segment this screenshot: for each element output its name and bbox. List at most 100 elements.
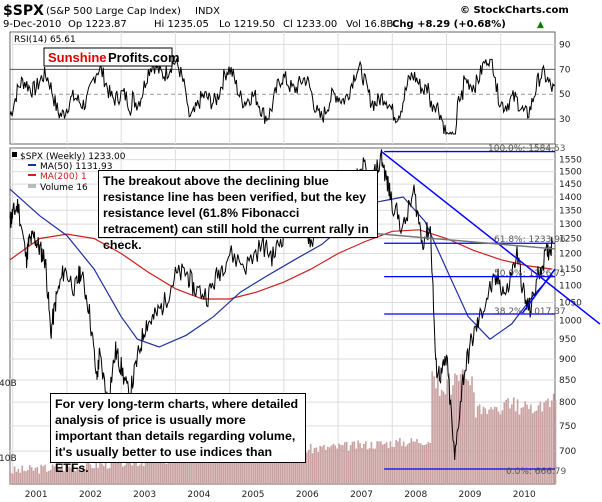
volume-bar [526,404,528,484]
volume-bar [402,441,405,484]
volume-bar [353,441,356,484]
volume-bar [387,447,390,484]
volume-bar [511,404,513,484]
volume-bar [38,473,41,484]
price-tick-850: 850 [559,376,576,386]
volume-bar [72,465,75,484]
volume-bar [112,461,115,484]
volume-bar [309,443,312,484]
volume-bar [36,467,39,484]
volume-bar [296,450,299,484]
volume-bar [277,455,280,484]
volume-bar [222,455,225,484]
volume-bar [156,462,158,484]
volume-bar [173,458,175,484]
volume-bar [366,449,369,484]
annotation-top: The breakout above the declining blue re… [98,170,378,252]
volume-bar [368,448,371,484]
volume-bar [486,414,489,484]
rising-support-line [521,268,556,314]
volume-bar [302,446,304,484]
volume-bar [95,460,98,484]
volume-bar [323,444,325,484]
volume-bar [374,448,377,484]
volume-bar [344,442,346,484]
volume-bar [262,456,265,484]
x-tick-2002: 2002 [79,490,102,500]
volume-bar [475,417,477,484]
volume-bar [535,410,538,484]
volume-bar [21,465,23,484]
volume-bar [459,374,462,484]
volume-bar [251,457,253,484]
price-tick-1250: 1250 [559,235,582,245]
volume-bar [482,406,485,484]
volume-bar [10,472,12,484]
rsi-tick-50: 50 [559,90,571,100]
volume-label-40b: 40B [0,379,17,389]
volume-bar [512,397,515,484]
source-credit: © StockCharts.com [460,5,569,16]
volume-bar [32,470,35,484]
volume-bar [46,471,48,484]
volume-bar [340,445,342,484]
volume-bar [317,452,320,484]
volume-bar [476,406,479,484]
symbol: $SPX [3,3,44,19]
volume-bar [167,461,170,484]
volume-bar [279,455,282,484]
volume-bar [30,467,33,484]
volume-bar [490,407,492,484]
volume-bar [304,449,306,484]
volume-bar [120,458,122,484]
volume-bar [554,399,557,484]
volume-bar [408,442,411,484]
volume-bar [101,463,103,484]
volume-bar [207,453,209,484]
volume-bar [359,443,361,484]
price-tick-1200: 1200 [559,249,582,259]
ma50-line [9,188,553,348]
fibonacci-levels [384,150,555,470]
volume-bar [28,465,31,484]
volume-bar [437,373,439,484]
legend-volume: Volume 16 [40,183,88,193]
volume-bar [15,471,18,484]
volume-bar [345,441,348,484]
volume-bar [294,451,297,484]
volume-bar [177,454,179,484]
volume-bar [463,369,466,484]
volume-bar [488,409,490,484]
volume-bar [473,392,475,484]
x-tick-2007: 2007 [350,490,373,500]
rsi-axis: 90 70 50 30 [559,40,571,125]
price-line [9,149,553,461]
volume-bar [438,395,441,484]
x-tick-2008: 2008 [404,490,427,500]
volume-bar [61,464,63,484]
volume-bar [410,438,413,484]
volume-bar [406,444,409,484]
volume-bar [281,450,284,484]
volume-bar [395,440,397,484]
volume-bar [431,371,433,484]
volume-bar [285,451,287,484]
volume-bar [197,453,200,484]
volume-bar [159,458,162,484]
volume-bar [416,439,418,484]
volume-bar [188,455,191,484]
volume-bar [334,445,337,484]
volume-bar [241,449,244,484]
volume-bar [313,447,316,484]
volume-bar [216,454,219,484]
volume-bar [336,448,339,484]
volume-bar [57,469,60,484]
volume-bar [84,468,86,484]
volume-bar [271,450,274,484]
volume-bar [70,468,73,484]
price-tick-1000: 1000 [559,316,582,326]
volume-bar [129,457,132,484]
volume-bar [186,460,189,484]
volume-bar [311,453,314,484]
quote-volume: Vol 16.8B [346,19,393,30]
